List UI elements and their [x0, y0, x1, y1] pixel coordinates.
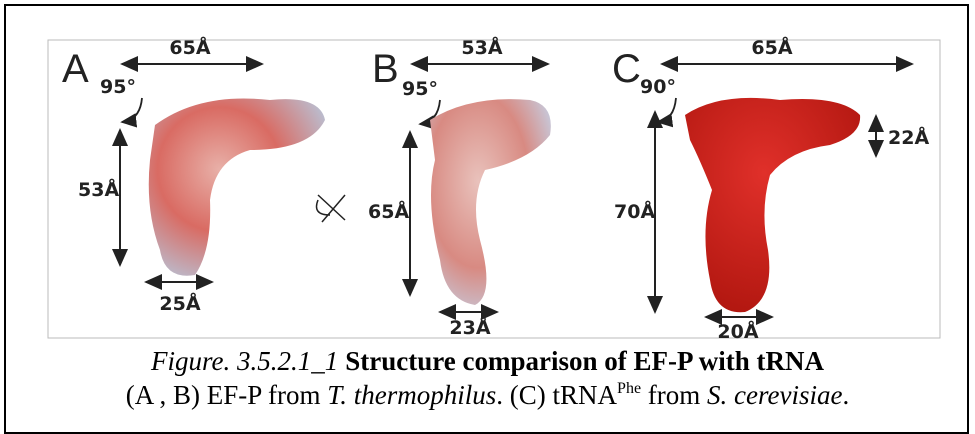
- species: S. cerevisiae: [707, 380, 843, 410]
- protein-surface: [148, 98, 325, 276]
- panel-a: A 65Å 95° 53Å 25Å: [62, 35, 346, 315]
- dimension-label: 23Å: [449, 315, 490, 339]
- dimension-label: 25Å: [159, 291, 200, 315]
- protein-surface: [430, 99, 551, 305]
- rotation-symbol: [315, 194, 346, 223]
- dimension-label: 20Å: [717, 319, 758, 343]
- caption-part: from: [641, 380, 708, 410]
- angle-label: 90°: [640, 76, 676, 98]
- rotation-arrow: [120, 97, 143, 128]
- rotation-arrow: [656, 97, 677, 128]
- caption-part: . (C) tRNA: [496, 380, 618, 410]
- rna-surface: [685, 97, 861, 313]
- panel-c: C 65Å 90° 70Å 22Å 20Å: [612, 35, 929, 343]
- panel-label: B: [372, 47, 399, 91]
- caption-part: .: [842, 380, 850, 410]
- dimension-label: 53Å: [461, 35, 502, 59]
- dimension-label: 70Å: [614, 199, 655, 223]
- angle-label: 95°: [100, 76, 136, 98]
- panel-label: A: [62, 47, 89, 91]
- caption-text: (A , B) EF-P from T. thermophilus. (C) t…: [0, 380, 975, 411]
- species: T. thermophilus: [327, 380, 497, 410]
- dimension-label: 65Å: [169, 35, 210, 59]
- caption-title: Figure. 3.5.2.1_1 Structure comparison of…: [0, 346, 975, 377]
- dimension-label: 65Å: [751, 35, 792, 59]
- dimension-label: 65Å: [368, 199, 409, 223]
- angle-label: 95°: [402, 78, 438, 100]
- figure-title: Structure comparison of EF-P with tRNA: [345, 346, 824, 376]
- panel-b: B 53Å 95° 65Å 23Å: [368, 35, 551, 339]
- dimension-label: 22Å: [888, 125, 929, 149]
- image-border: [47, 39, 941, 339]
- dimension-label: 53Å: [78, 177, 119, 201]
- panel-label: C: [612, 47, 641, 91]
- rotation-arrow: [418, 99, 441, 130]
- caption-part: (A , B) EF-P from: [125, 380, 328, 410]
- superscript: Phe: [617, 380, 642, 397]
- figure-number: Figure. 3.5.2.1_1: [151, 346, 339, 376]
